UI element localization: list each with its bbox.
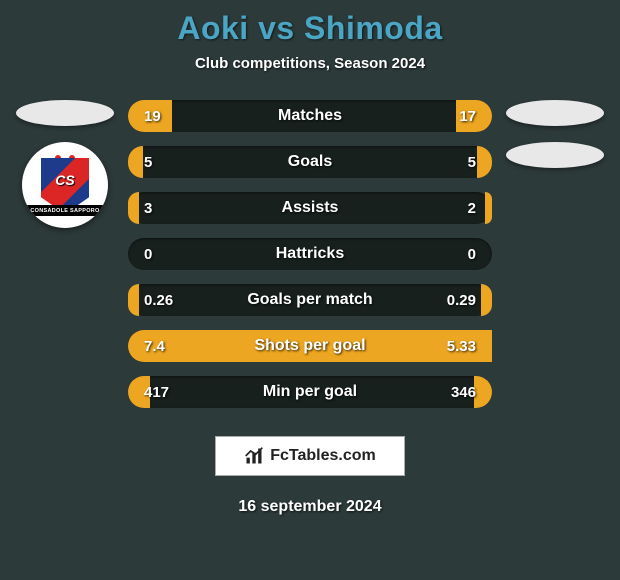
- stat-row: 3Assists2: [128, 192, 492, 224]
- page-title: Aoki vs Shimoda: [0, 10, 620, 47]
- stat-value-left: 19: [128, 108, 198, 125]
- stat-row: 7.4Shots per goal5.33: [128, 330, 492, 362]
- crest-banner: CONSADOLE SAPPORO: [26, 205, 104, 216]
- stat-value-right: 346: [422, 384, 492, 401]
- footer-logo-text: FcTables.com: [270, 447, 376, 465]
- stat-row: 5Goals5: [128, 146, 492, 178]
- footer-logo[interactable]: FcTables.com: [215, 436, 405, 476]
- stats-column: 19Matches17 5Goals5 3Assists2 0Hattricks0 0.…: [120, 100, 500, 408]
- stat-row: 417Min per goal346: [128, 376, 492, 408]
- stat-value-right: 0.29: [422, 292, 492, 309]
- stat-row: 0Hattricks0: [128, 238, 492, 270]
- stat-value-left: 417: [128, 384, 198, 401]
- main-area: CS CONSADOLE SAPPORO 19Matches17 5Goals5 3…: [0, 100, 620, 408]
- stat-label: Min per goal: [198, 383, 422, 401]
- stat-value-left: 0.26: [128, 292, 198, 309]
- crest-initials: CS: [33, 172, 97, 188]
- subtitle: Club competitions, Season 2024: [0, 55, 620, 72]
- stat-label: Matches: [198, 107, 422, 125]
- stat-value-left: 0: [128, 246, 198, 263]
- stat-value-right: 5.33: [422, 338, 492, 355]
- stat-value-right: 17: [422, 108, 492, 125]
- stat-value-right: 0: [422, 246, 492, 263]
- right-flag-placeholder: [506, 100, 604, 126]
- left-flag-placeholder: [16, 100, 114, 126]
- bar-chart-icon: [244, 446, 264, 466]
- stat-label: Hattricks: [198, 245, 422, 263]
- stat-value-left: 5: [128, 154, 198, 171]
- left-column: CS CONSADOLE SAPPORO: [10, 100, 120, 408]
- content-wrapper: Aoki vs Shimoda Club competitions, Seaso…: [0, 0, 620, 580]
- stat-value-left: 3: [128, 200, 198, 217]
- stat-label: Goals: [198, 153, 422, 171]
- right-column: [500, 100, 610, 408]
- stat-value-left: 7.4: [128, 338, 198, 355]
- stat-value-right: 2: [422, 200, 492, 217]
- stat-row: 0.26Goals per match0.29: [128, 284, 492, 316]
- stat-row: 19Matches17: [128, 100, 492, 132]
- stat-label: Shots per goal: [198, 337, 422, 355]
- footer-date: 16 september 2024: [0, 498, 620, 516]
- stat-label: Goals per match: [198, 291, 422, 309]
- stat-label: Assists: [198, 199, 422, 217]
- stat-value-right: 5: [422, 154, 492, 171]
- right-crest-placeholder: [506, 142, 604, 168]
- left-team-crest: CS CONSADOLE SAPPORO: [22, 142, 108, 228]
